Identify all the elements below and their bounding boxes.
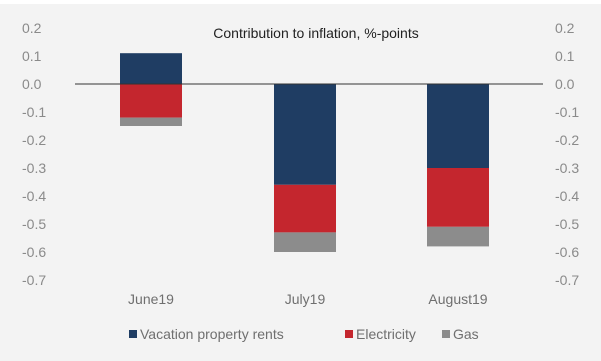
x-axis-categories: June19 July19 August19 (128, 291, 488, 307)
x-category-label: July19 (285, 291, 326, 307)
y-tick-label-right: -0.2 (555, 132, 579, 148)
x-category-label: August19 (428, 291, 487, 307)
left-y-axis: 0.2 0.1 0.0 -0.1 -0.2 -0.3 -0.4 -0.5 -0.6 -0.7 (22, 20, 46, 288)
legend: Vacation property rents Electricity Gas (129, 326, 479, 342)
y-tick-label-right: 0.0 (555, 76, 575, 92)
bar-segment-electricity-august19 (427, 168, 489, 227)
y-tick-label-left: -0.5 (22, 216, 46, 232)
bar-segment-vacation-property-rents-august19 (427, 84, 489, 168)
y-tick-label-left: -0.7 (22, 272, 46, 288)
legend-label: Vacation property rents (140, 326, 284, 342)
bar-segment-gas-july19 (274, 232, 336, 252)
y-tick-label-left: -0.1 (22, 104, 46, 120)
y-tick-label-left: -0.4 (22, 188, 46, 204)
chart-title: Contribution to inflation, %-points (213, 25, 418, 41)
bar-segment-vacation-property-rents-june19 (120, 53, 182, 84)
legend-swatch (442, 330, 450, 338)
bar-segment-vacation-property-rents-july19 (274, 84, 336, 185)
y-tick-label-left: -0.6 (22, 244, 46, 260)
y-tick-label-right: -0.5 (555, 216, 579, 232)
legend-swatch (129, 330, 137, 338)
y-tick-label-right: -0.4 (555, 188, 579, 204)
bar-segment-gas-june19 (120, 117, 182, 126)
y-tick-label-left: -0.2 (22, 132, 46, 148)
y-tick-label-right: -0.7 (555, 272, 579, 288)
y-tick-label-left: 0.1 (22, 48, 42, 64)
right-y-axis: 0.2 0.1 0.0 -0.1 -0.2 -0.3 -0.4 -0.5 -0.6 -0.7 (555, 20, 579, 288)
y-tick-label-right: 0.1 (555, 48, 575, 64)
legend-label: Gas (453, 326, 479, 342)
y-tick-label-right: 0.2 (555, 20, 575, 36)
bars (120, 53, 489, 252)
y-tick-label-right: -0.6 (555, 244, 579, 260)
y-tick-label-left: -0.3 (22, 160, 46, 176)
bar-segment-electricity-july19 (274, 184, 336, 233)
y-tick-label-right: -0.1 (555, 104, 579, 120)
top-rule (0, 0, 601, 4)
x-category-label: June19 (128, 291, 174, 307)
y-tick-label-left: 0.0 (22, 76, 42, 92)
bar-segment-electricity-june19 (120, 84, 182, 118)
y-tick-label-left: 0.2 (22, 20, 42, 36)
y-tick-label-right: -0.3 (555, 160, 579, 176)
bar-segment-gas-august19 (427, 226, 489, 247)
legend-swatch (345, 330, 353, 338)
legend-label: Electricity (356, 326, 416, 342)
